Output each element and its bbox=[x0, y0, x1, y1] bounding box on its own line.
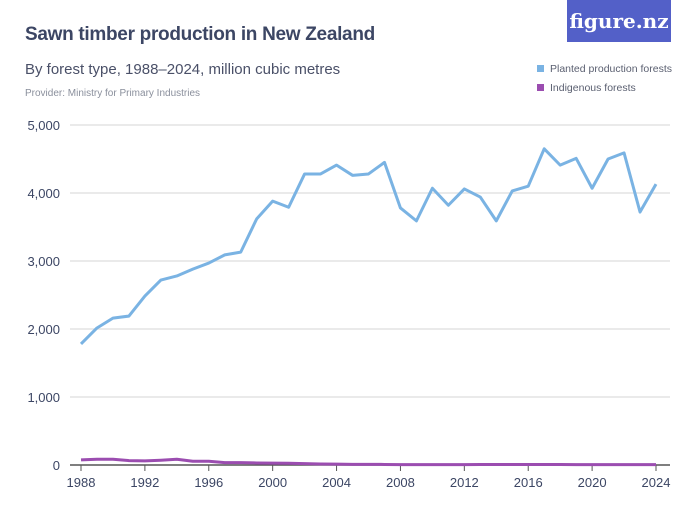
y-tick-label: 0 bbox=[53, 458, 60, 473]
x-tick-label: 1988 bbox=[67, 475, 96, 490]
y-tick-label: 3,000 bbox=[27, 254, 60, 269]
x-tick-label: 2000 bbox=[258, 475, 287, 490]
legend-swatch bbox=[537, 84, 544, 91]
x-tick-label: 2008 bbox=[386, 475, 415, 490]
x-tick-label: 2012 bbox=[450, 475, 479, 490]
series-line-planted-production-forests bbox=[79, 147, 658, 346]
y-tick-label: 5,000 bbox=[27, 118, 60, 133]
y-tick-label: 1,000 bbox=[27, 390, 60, 405]
legend-label: Indigenous forests bbox=[550, 81, 636, 94]
y-tick-label: 2,000 bbox=[27, 322, 60, 337]
legend-item-indigenous: Indigenous forests bbox=[537, 78, 672, 97]
x-tick-label: 2016 bbox=[514, 475, 543, 490]
figure-nz-logo[interactable]: figure.nz bbox=[567, 0, 671, 42]
chart-subtitle: By forest type, 1988–2024, million cubic… bbox=[25, 61, 341, 78]
y-tick-label: 4,000 bbox=[27, 186, 60, 201]
x-tick-label: 1992 bbox=[130, 475, 159, 490]
x-tick-label: 1996 bbox=[194, 475, 223, 490]
provider-note: Provider: Ministry for Primary Industrie… bbox=[25, 88, 201, 99]
legend-label: Planted production forests bbox=[550, 62, 672, 75]
chart-title: Sawn timber production in New Zealand bbox=[25, 24, 375, 45]
x-tick-label: 2024 bbox=[642, 475, 671, 490]
legend: Planted production forests Indigenous fo… bbox=[537, 59, 672, 97]
x-tick-label: 2020 bbox=[578, 475, 607, 490]
legend-swatch bbox=[537, 65, 544, 72]
series-line-indigenous-forests bbox=[80, 457, 656, 467]
x-tick-label: 2004 bbox=[322, 475, 351, 490]
legend-item-planted: Planted production forests bbox=[537, 59, 672, 78]
